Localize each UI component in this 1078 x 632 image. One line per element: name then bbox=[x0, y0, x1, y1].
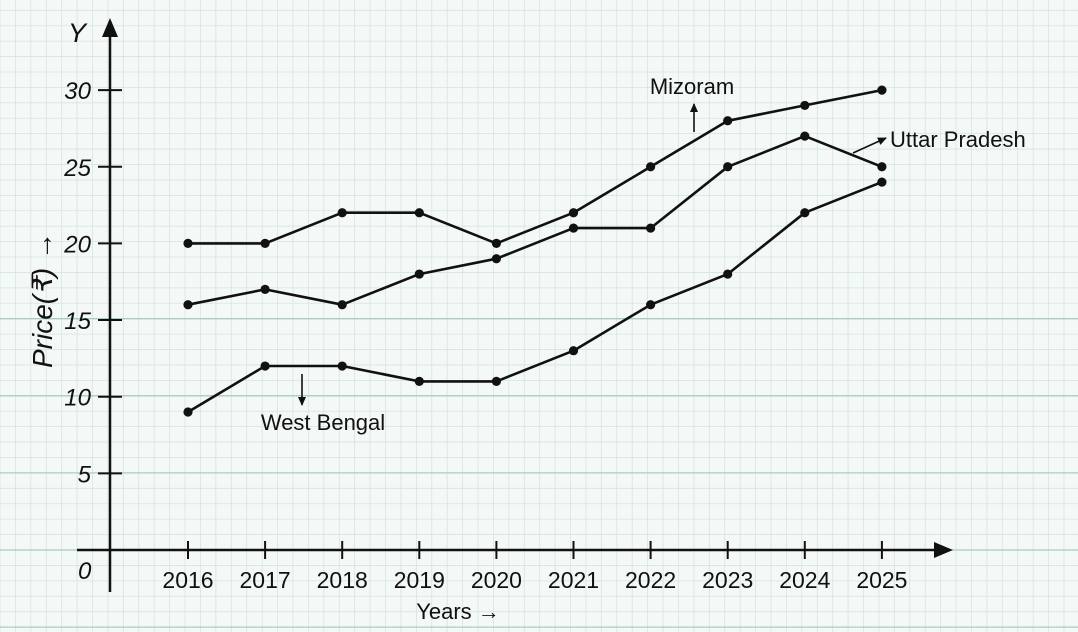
data-point-mizoram bbox=[337, 208, 347, 218]
data-point-uttar-pradesh bbox=[568, 223, 579, 233]
data-point-west-bengal bbox=[723, 269, 733, 279]
x-tick-label: 2024 bbox=[779, 567, 830, 593]
data-point-uttar-pradesh bbox=[800, 131, 810, 141]
series bbox=[183, 85, 887, 417]
x-tick-label: 2025 bbox=[856, 567, 907, 593]
y-tick-label: 10 bbox=[64, 385, 91, 412]
data-point-uttar-pradesh bbox=[260, 284, 270, 294]
y-axis-arrow-icon bbox=[102, 18, 118, 37]
x-axis-title: Years → bbox=[416, 599, 500, 624]
data-point-west-bengal bbox=[414, 376, 424, 386]
series-line-uttar-pradesh bbox=[187, 134, 883, 307]
data-point-mizoram bbox=[183, 238, 193, 248]
uttar-pradesh-pointer-arrow-icon bbox=[852, 137, 887, 154]
data-point-west-bengal bbox=[877, 177, 887, 187]
axes bbox=[77, 18, 953, 592]
x-tick-label: 2023 bbox=[702, 567, 753, 593]
x-tick-label: 2020 bbox=[471, 567, 522, 593]
data-point-mizoram bbox=[491, 238, 501, 248]
data-point-west-bengal bbox=[491, 376, 501, 386]
series-label-west-bengal: West Bengal bbox=[261, 410, 385, 435]
data-point-uttar-pradesh bbox=[491, 254, 501, 264]
data-point-mizoram bbox=[877, 85, 887, 95]
data-point-mizoram bbox=[723, 116, 733, 126]
data-point-west-bengal bbox=[260, 361, 270, 371]
origin-label: 0 bbox=[78, 558, 92, 585]
data-point-mizoram bbox=[568, 208, 579, 218]
data-point-uttar-pradesh bbox=[723, 162, 733, 172]
x-axis-arrow-icon bbox=[934, 542, 953, 558]
series-line-mizoram bbox=[188, 88, 883, 245]
y-axis-letter: Y bbox=[68, 18, 88, 48]
data-point-mizoram bbox=[260, 238, 270, 248]
data-point-mizoram bbox=[800, 100, 810, 111]
x-tick-label: 2016 bbox=[162, 567, 213, 593]
data-point-uttar-pradesh bbox=[183, 300, 193, 310]
data-point-uttar-pradesh bbox=[414, 269, 424, 279]
y-tick-label: 5 bbox=[78, 461, 92, 488]
y-axis-title: Price(₹) → bbox=[27, 232, 58, 368]
y-tick-label: 20 bbox=[63, 231, 91, 258]
data-point-uttar-pradesh bbox=[877, 162, 887, 172]
data-point-uttar-pradesh bbox=[646, 223, 656, 233]
x-tick-label: 2019 bbox=[394, 567, 445, 593]
data-point-mizoram bbox=[414, 208, 424, 218]
y-tick-label: 15 bbox=[64, 308, 91, 335]
y-tick-label: 25 bbox=[63, 155, 91, 182]
data-point-west-bengal bbox=[800, 208, 810, 218]
x-tick-label: 2017 bbox=[240, 567, 291, 593]
series-label-uttar-pradesh: Uttar Pradesh bbox=[890, 127, 1026, 152]
y-tick-label: 30 bbox=[64, 78, 91, 105]
series-label-mizoram: Mizoram bbox=[650, 74, 734, 99]
data-point-uttar-pradesh bbox=[337, 300, 347, 310]
x-tick-label: 2022 bbox=[625, 567, 676, 593]
data-point-west-bengal bbox=[646, 300, 656, 310]
data-point-west-bengal bbox=[183, 407, 193, 417]
x-tick-label: 2021 bbox=[548, 567, 599, 593]
data-point-west-bengal bbox=[337, 361, 347, 371]
x-tick-label: 2018 bbox=[317, 567, 368, 593]
series-line-west-bengal bbox=[187, 180, 883, 414]
data-point-mizoram bbox=[646, 162, 656, 172]
data-point-west-bengal bbox=[568, 346, 579, 356]
tick-labels: 2016 2017 2018 2019 2020 2021 2022 2023 2024 2025… bbox=[63, 78, 907, 593]
